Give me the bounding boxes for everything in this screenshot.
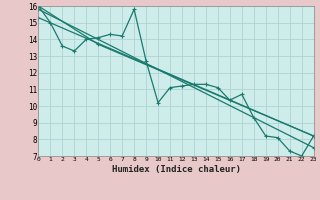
- X-axis label: Humidex (Indice chaleur): Humidex (Indice chaleur): [111, 165, 241, 174]
